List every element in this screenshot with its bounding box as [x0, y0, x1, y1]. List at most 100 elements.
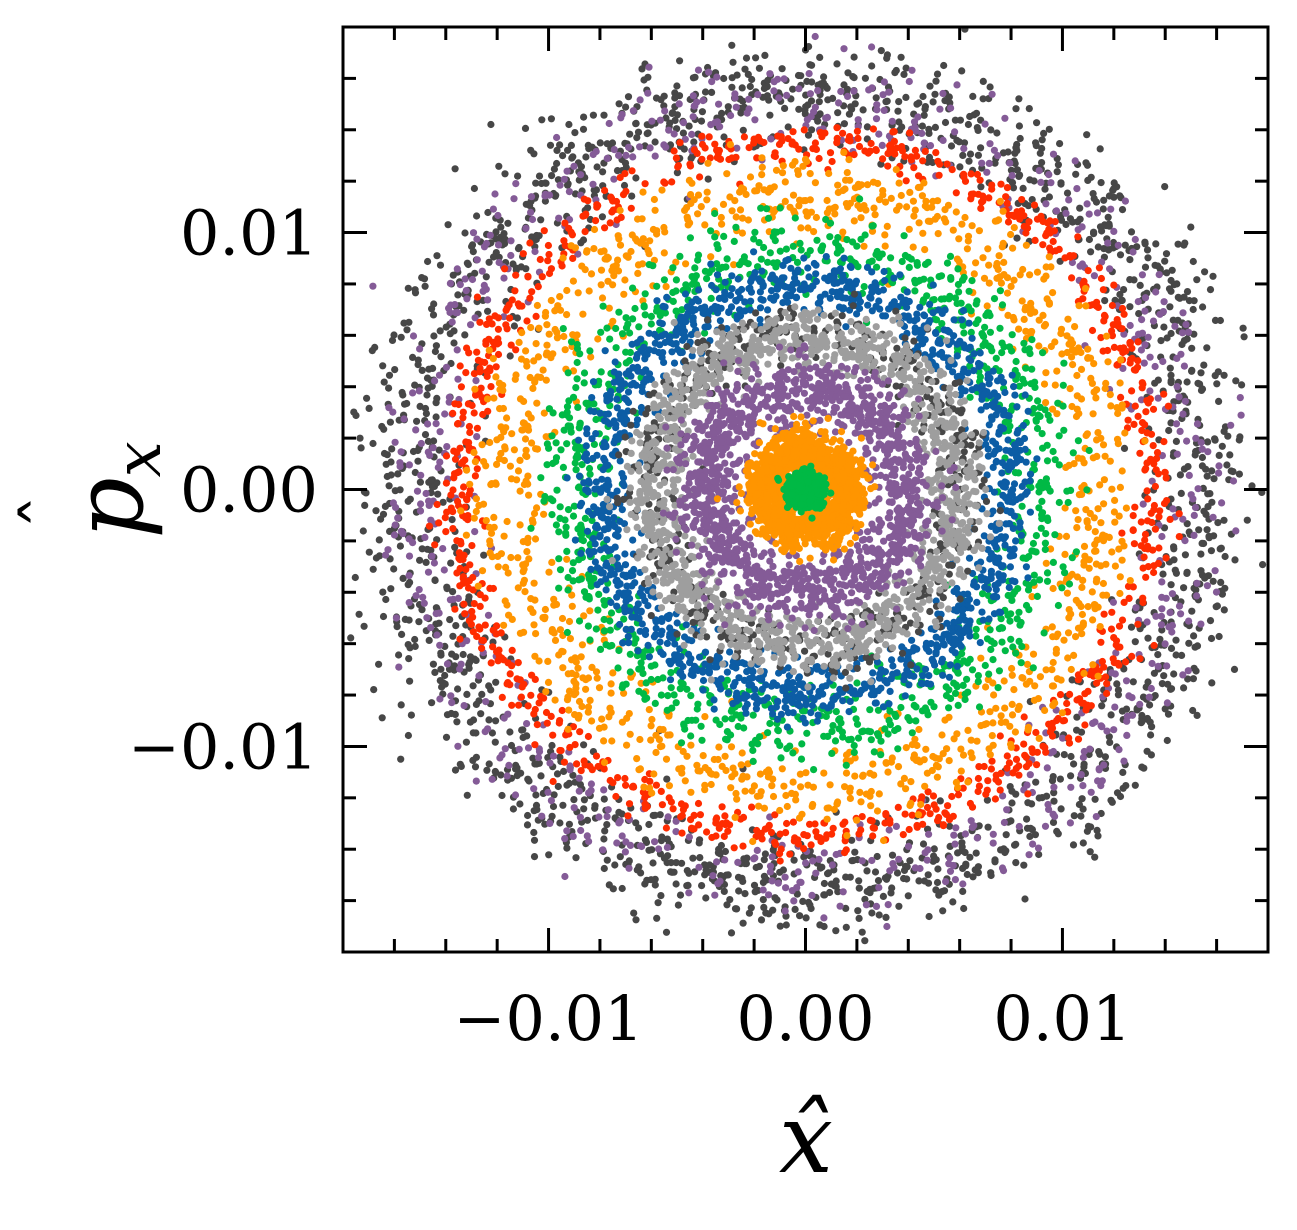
- data-point: [503, 517, 511, 526]
- data-point: [598, 294, 607, 302]
- data-point: [524, 811, 532, 820]
- data-point: [967, 170, 975, 178]
- data-point: [356, 434, 364, 442]
- data-point: [1128, 344, 1136, 352]
- data-point: [1076, 204, 1084, 212]
- data-point: [658, 186, 666, 194]
- data-point: [484, 611, 493, 619]
- data-point: [1033, 119, 1041, 127]
- data-point: [442, 452, 451, 460]
- data-point: [593, 203, 601, 211]
- data-point: [464, 260, 472, 269]
- data-point: [528, 671, 536, 679]
- data-point: [1049, 237, 1057, 246]
- data-point: [943, 160, 951, 168]
- data-point: [504, 219, 512, 227]
- data-point: [460, 600, 468, 608]
- data-point: [560, 767, 568, 776]
- data-point: [675, 100, 683, 108]
- data-point: [541, 197, 550, 205]
- data-point: [842, 761, 850, 769]
- data-point: [986, 751, 994, 759]
- data-point: [1002, 193, 1010, 201]
- data-point: [757, 916, 766, 924]
- data-point: [935, 813, 943, 822]
- data-point: [503, 325, 511, 333]
- data-point: [1034, 844, 1043, 852]
- data-point: [817, 80, 825, 88]
- data-point: [908, 811, 916, 819]
- data-point: [906, 857, 914, 865]
- data-point: [446, 330, 454, 338]
- data-point: [1036, 673, 1044, 681]
- data-point: [503, 772, 511, 780]
- data-point: [932, 856, 940, 864]
- data-point: [605, 304, 613, 312]
- data-point: [391, 366, 399, 374]
- data-point: [674, 901, 683, 909]
- data-point: [482, 285, 490, 293]
- data-point: [678, 859, 686, 867]
- data-point: [577, 767, 585, 775]
- data-point: [485, 335, 493, 343]
- data-point: [1066, 385, 1074, 393]
- data-point: [454, 291, 462, 299]
- data-point: [429, 311, 438, 319]
- data-point: [833, 134, 841, 142]
- data-point: [973, 124, 981, 132]
- data-point: [1003, 289, 1012, 297]
- data-point: [1083, 161, 1092, 169]
- data-point: [457, 459, 465, 467]
- data-point: [432, 620, 440, 628]
- data-point: [702, 894, 710, 902]
- data-point: [669, 805, 677, 813]
- data-point: [404, 581, 412, 589]
- data-point: [380, 378, 388, 386]
- data-point: [444, 221, 452, 229]
- data-point: [563, 286, 571, 295]
- data-point: [1068, 353, 1076, 361]
- data-point: [1184, 675, 1192, 683]
- data-point: [875, 790, 883, 798]
- data-point: [499, 386, 507, 394]
- data-point: [420, 599, 428, 607]
- data-point: [704, 159, 712, 167]
- data-point: [627, 204, 635, 212]
- data-point: [1113, 316, 1121, 324]
- data-point: [1198, 462, 1206, 470]
- data-point: [1129, 526, 1137, 535]
- data-point: [863, 887, 871, 896]
- data-point: [380, 425, 388, 433]
- data-point: [527, 605, 535, 613]
- data-point: [460, 306, 468, 314]
- data-point: [1063, 589, 1071, 597]
- data-point: [841, 849, 849, 857]
- data-point: [516, 800, 524, 808]
- data-point: [1092, 813, 1100, 821]
- data-point: [1130, 366, 1138, 374]
- data-point: [715, 100, 723, 108]
- data-point: [818, 863, 826, 871]
- data-point: [1074, 735, 1083, 743]
- data-point: [672, 154, 681, 162]
- data-point: [445, 393, 453, 401]
- data-point: [1211, 316, 1220, 324]
- data-point: [523, 452, 531, 461]
- data-point: [454, 685, 462, 693]
- data-point: [1134, 298, 1142, 306]
- data-point: [832, 708, 840, 716]
- data-point: [983, 302, 991, 310]
- data-point: [1079, 805, 1087, 813]
- data-point: [1110, 281, 1118, 289]
- data-point: [1010, 316, 1018, 324]
- data-point: [905, 825, 913, 834]
- data-point: [750, 135, 758, 143]
- data-point: [736, 206, 745, 214]
- data-point: [625, 710, 633, 718]
- data-point: [489, 355, 497, 363]
- data-point: [583, 248, 591, 256]
- data-point: [1175, 510, 1183, 518]
- data-point: [574, 289, 582, 297]
- data-point: [598, 715, 606, 723]
- data-point: [1206, 617, 1215, 625]
